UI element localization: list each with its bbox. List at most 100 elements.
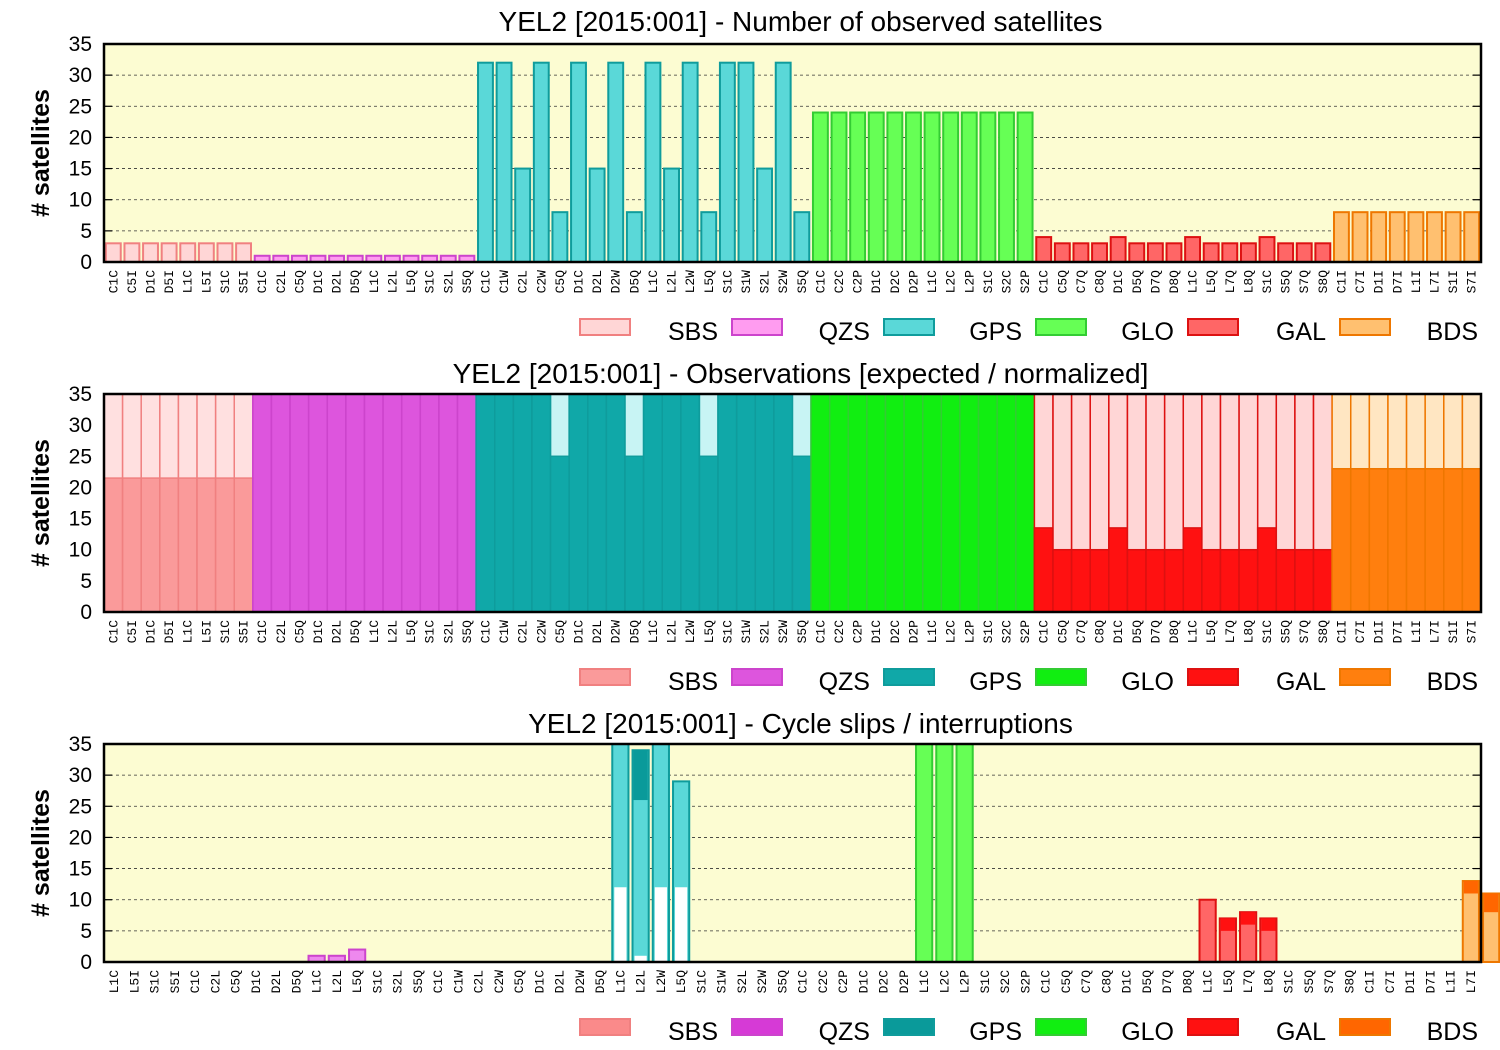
x-tick-label: C5Q xyxy=(553,620,568,644)
bar-segment-white xyxy=(654,887,667,961)
legend-label: GAL xyxy=(1276,1018,1326,1046)
chart-panel-1: YEL2 [2015:001] - Number of observed sat… xyxy=(27,6,1483,346)
x-tick-label: D5Q xyxy=(289,970,304,994)
bar-qzs-l5q xyxy=(348,948,367,963)
x-tick-label: C1C xyxy=(796,970,811,994)
legend-swatch xyxy=(1339,668,1391,686)
x-tick-label: S2C xyxy=(998,970,1013,994)
x-tick-label: S7I xyxy=(1465,270,1480,293)
x-tick-label: S8Q xyxy=(1316,620,1331,644)
x-tick-label: C2W xyxy=(492,970,507,994)
bar-normalized-gps-d2l xyxy=(587,393,608,613)
bar-normalized-qzs-d1c xyxy=(307,393,329,613)
x-tick-label: D5Q xyxy=(627,270,642,294)
bar-normalized-gal-l7q xyxy=(1219,548,1240,613)
x-tick-label: L2P xyxy=(962,270,977,294)
legend-swatch xyxy=(1187,1018,1239,1036)
x-tick-label: S1C xyxy=(981,270,996,294)
x-tick-label: L7I xyxy=(1427,620,1442,643)
bar-normalized-sbs-c5i xyxy=(121,477,142,613)
x-tick-label: C2L xyxy=(472,970,487,993)
legend-label: QZS xyxy=(819,1018,870,1046)
x-tick-label: S5Q xyxy=(1279,270,1294,294)
x-tick-label: L1C xyxy=(1201,970,1216,994)
bar-normalized-gps-s2l xyxy=(754,393,775,613)
x-tick-label: C1C xyxy=(188,970,203,994)
x-tick-label: S2W xyxy=(776,620,791,644)
bar-gal-d7q xyxy=(1146,242,1164,263)
legend-entry-sbs: SBS xyxy=(579,1018,718,1046)
x-tick-label: C2C xyxy=(816,970,831,994)
x-tick-label: D7I xyxy=(1423,970,1438,993)
x-tick-label: S2W xyxy=(755,970,770,994)
bar-normalized-qzs-c2l xyxy=(270,393,291,613)
bar-gps-c2l xyxy=(514,167,532,263)
bar-bds-c7i xyxy=(1351,211,1369,264)
legend-swatch xyxy=(731,1018,783,1036)
legend-label: GPS xyxy=(969,1018,1022,1046)
x-tick-label: L5Q xyxy=(404,620,419,644)
legend-swatch xyxy=(579,668,631,686)
bar-glo-d2c xyxy=(886,111,904,263)
x-tick-label: D2P xyxy=(897,970,912,994)
x-tick-label: D2W xyxy=(573,970,588,994)
x-tick-label: C5Q xyxy=(1055,620,1070,644)
x-tick-label: D7I xyxy=(1390,620,1405,643)
x-tick-label: L8Q xyxy=(1241,270,1256,294)
bar-normalized-sbs-l5i xyxy=(196,477,217,613)
x-tick-label: C7Q xyxy=(1074,620,1089,644)
y-tick-label: 30 xyxy=(69,414,92,437)
x-tick-label: S1I xyxy=(1446,270,1461,293)
bar-glo-c2c xyxy=(830,111,848,263)
bar-normalized-sbs-c1c xyxy=(103,477,124,613)
x-tick-label: C1W xyxy=(497,620,512,644)
x-tick-label: D1C xyxy=(144,270,159,294)
bar-sbs-s1c xyxy=(216,242,234,263)
bar-gps-c2w xyxy=(532,61,550,263)
bar-bds-l1i xyxy=(1407,211,1425,264)
bar-glo-l2p xyxy=(960,111,978,263)
bar-normalized-glo-s2c xyxy=(996,393,1017,613)
x-tick-label: D2C xyxy=(888,270,903,294)
x-tick-label: D1I xyxy=(1403,970,1418,993)
bar-gps-d5q xyxy=(625,211,643,264)
bar-gal-s1c xyxy=(1258,236,1276,263)
x-tick-label: L2L xyxy=(330,970,345,993)
x-tick-label: C7I xyxy=(1383,970,1398,993)
x-tick-label: S1C xyxy=(423,270,438,294)
bar-normalized-bds-c7i xyxy=(1349,467,1371,613)
legend-entry-bds: BDS xyxy=(1339,668,1478,696)
legend-swatch xyxy=(1339,1018,1391,1036)
x-tick-label: S5I xyxy=(168,970,183,993)
bar-normalized-sbs-d1c xyxy=(140,477,161,613)
bar-gps-c5q xyxy=(551,211,569,264)
x-tick-label: L5I xyxy=(199,620,214,643)
x-tick-label: C1C xyxy=(1037,620,1052,644)
x-tick-label: L1C xyxy=(646,270,661,294)
bar-segment-dark xyxy=(1463,881,1478,894)
legend-entry-qzs: QZS xyxy=(731,1018,870,1046)
x-tick-label: D5Q xyxy=(627,620,642,644)
bar-normalized-gps-l2l xyxy=(661,393,682,613)
x-tick-label: D5I xyxy=(162,270,177,293)
bar-normalized-sbs-d5i xyxy=(159,477,180,613)
x-tick-label: D1C xyxy=(869,270,884,294)
x-tick-label: L2P xyxy=(958,970,973,994)
x-tick-label: C1I xyxy=(1334,620,1349,643)
bar-normalized-gal-l1c xyxy=(1182,527,1203,613)
x-tick-label: C1C xyxy=(813,620,828,644)
x-tick-label: C8Q xyxy=(1099,970,1114,994)
x-tick-label: S5Q xyxy=(460,270,475,294)
bar-gps-s2w xyxy=(774,61,792,263)
bar-normalized-glo-l2c xyxy=(940,393,961,613)
x-tick-label: L2C xyxy=(944,270,959,294)
x-tick-label: S1W xyxy=(739,270,754,294)
bar-gal-c8q xyxy=(1091,242,1108,263)
x-tick-label: D1C xyxy=(1111,270,1126,294)
y-tick-label: 35 xyxy=(69,33,92,56)
x-tick-label: C5Q xyxy=(1055,270,1070,294)
x-tick-label: L5Q xyxy=(702,270,717,294)
legend-label: SBS xyxy=(668,318,718,346)
x-tick-label: S2L xyxy=(735,970,750,993)
y-tick-label: 30 xyxy=(69,764,92,787)
